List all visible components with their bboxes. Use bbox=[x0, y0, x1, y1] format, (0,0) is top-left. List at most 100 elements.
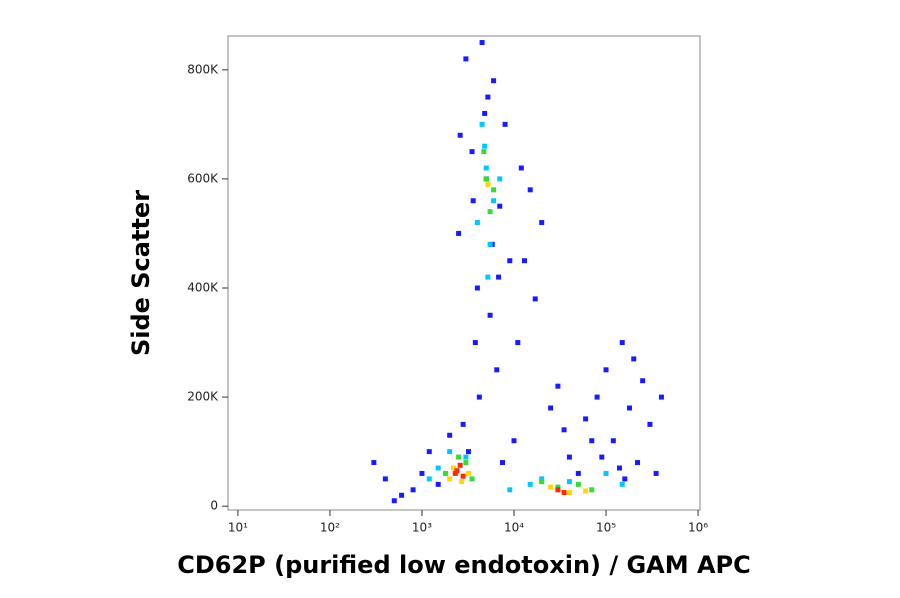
y-tick-label: 400K bbox=[187, 281, 219, 295]
point bbox=[575, 481, 581, 487]
point bbox=[539, 220, 545, 226]
x-axis-label: CD62P (purified low endotoxin) / GAM APC bbox=[177, 551, 751, 579]
point bbox=[518, 165, 524, 171]
point bbox=[481, 149, 487, 155]
point bbox=[447, 432, 453, 438]
point bbox=[371, 460, 377, 466]
point bbox=[539, 479, 545, 485]
point bbox=[521, 258, 527, 264]
point bbox=[515, 340, 521, 346]
point bbox=[483, 165, 489, 171]
point bbox=[460, 421, 466, 427]
point bbox=[502, 121, 508, 127]
point bbox=[456, 454, 462, 460]
point bbox=[603, 367, 609, 373]
point bbox=[463, 460, 469, 466]
point bbox=[479, 40, 485, 46]
point bbox=[487, 312, 493, 318]
point bbox=[653, 470, 659, 476]
point bbox=[447, 449, 453, 455]
point bbox=[619, 481, 625, 487]
point bbox=[594, 394, 600, 400]
point bbox=[640, 378, 646, 384]
point bbox=[599, 454, 605, 460]
point bbox=[491, 187, 497, 193]
point bbox=[527, 187, 533, 193]
point bbox=[426, 449, 432, 455]
point bbox=[460, 473, 466, 479]
point bbox=[487, 241, 493, 247]
point bbox=[442, 470, 448, 476]
point bbox=[539, 476, 545, 482]
point bbox=[497, 176, 503, 182]
point bbox=[627, 405, 633, 411]
point bbox=[382, 476, 388, 482]
point bbox=[472, 340, 478, 346]
x-tick-label: 10¹ bbox=[228, 521, 248, 535]
point bbox=[435, 481, 441, 487]
point bbox=[561, 427, 567, 433]
point bbox=[463, 454, 469, 460]
point bbox=[647, 421, 653, 427]
point bbox=[616, 465, 622, 471]
point bbox=[589, 438, 595, 444]
point bbox=[456, 230, 462, 236]
point bbox=[566, 479, 572, 485]
point bbox=[566, 490, 572, 496]
point bbox=[589, 487, 595, 493]
point bbox=[527, 481, 533, 487]
point bbox=[507, 487, 513, 493]
point bbox=[485, 274, 491, 280]
point bbox=[410, 487, 416, 493]
point bbox=[583, 416, 589, 422]
point bbox=[603, 470, 609, 476]
x-tick-label: 10⁵ bbox=[596, 521, 616, 535]
point bbox=[482, 143, 488, 149]
point bbox=[622, 476, 628, 482]
point bbox=[483, 176, 489, 182]
point bbox=[485, 181, 491, 187]
point bbox=[447, 476, 453, 482]
point bbox=[474, 285, 480, 291]
point bbox=[391, 498, 397, 504]
x-tick-label: 10⁶ bbox=[688, 521, 708, 535]
point bbox=[496, 274, 502, 280]
point bbox=[511, 438, 517, 444]
point bbox=[457, 462, 463, 468]
point bbox=[435, 465, 441, 471]
plot-frame bbox=[227, 35, 701, 511]
y-axis-label: Side Scatter bbox=[127, 190, 155, 356]
point bbox=[459, 479, 465, 485]
point bbox=[450, 465, 456, 471]
x-tick-label: 10³ bbox=[412, 521, 432, 535]
x-tick-label: 10² bbox=[320, 521, 340, 535]
point bbox=[482, 110, 488, 116]
point bbox=[566, 454, 572, 460]
point bbox=[548, 484, 554, 490]
point bbox=[463, 56, 469, 62]
point bbox=[419, 470, 425, 476]
point bbox=[635, 460, 641, 466]
point bbox=[555, 487, 561, 493]
point bbox=[555, 383, 561, 389]
point bbox=[399, 492, 405, 498]
point bbox=[500, 460, 506, 466]
point bbox=[631, 356, 637, 362]
y-tick-label: 800K bbox=[187, 62, 219, 76]
point bbox=[469, 476, 475, 482]
point bbox=[561, 490, 567, 496]
x-tick-label: 10⁴ bbox=[504, 521, 524, 535]
point bbox=[491, 78, 497, 84]
point bbox=[532, 296, 538, 302]
y-tick-label: 200K bbox=[187, 390, 219, 404]
y-tick-label: 600K bbox=[187, 171, 219, 185]
point bbox=[555, 484, 561, 490]
point bbox=[507, 258, 513, 264]
point bbox=[457, 132, 463, 138]
point bbox=[479, 121, 485, 127]
point bbox=[470, 198, 476, 204]
point bbox=[583, 488, 589, 494]
point bbox=[465, 470, 471, 476]
point bbox=[476, 394, 482, 400]
